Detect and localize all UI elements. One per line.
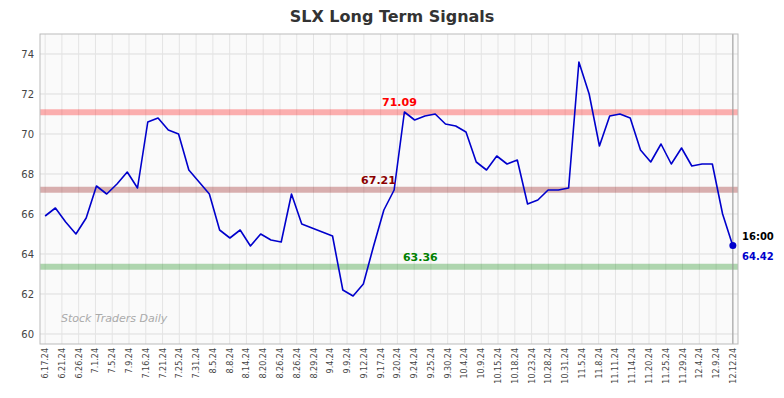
x-tick-label: 7.25.24 — [175, 348, 184, 379]
x-tick-label: 8.29.24 — [310, 348, 319, 379]
x-tick-label: 6.26.24 — [75, 348, 84, 379]
x-tick-label: 11.8.24 — [595, 348, 604, 379]
y-grid-line — [40, 134, 738, 135]
y-tick-label: 74 — [21, 49, 34, 60]
end-point — [729, 242, 736, 249]
x-tick-label: 9.25.24 — [427, 348, 436, 379]
end-time-label: 16:00 — [742, 231, 774, 242]
x-grid-line — [732, 34, 733, 344]
x-tick-label: 10.15.24 — [494, 348, 503, 384]
price-line — [45, 62, 733, 296]
x-tick-label: 9.4.24 — [326, 348, 335, 373]
x-tick-label: 12.9.24 — [712, 348, 721, 379]
x-tick-label: 8.26.24 — [276, 348, 285, 379]
reference-line — [40, 187, 738, 193]
title: SLX Long Term Signals — [290, 7, 495, 26]
reference-label: 67.21 — [361, 174, 396, 187]
y-grid-line — [40, 214, 738, 215]
x-tick-label: 9.17.24 — [377, 348, 386, 379]
reference-label: 63.36 — [403, 251, 438, 264]
x-tick-label: 11.5.24 — [578, 348, 587, 379]
grid — [40, 34, 738, 344]
x-tick-label: 11.29.24 — [679, 348, 688, 384]
y-grid-line — [40, 254, 738, 255]
x-tick-label: 9.24.24 — [410, 348, 419, 379]
x-tick-label: 12.12.24 — [729, 348, 738, 384]
plot-background — [40, 34, 738, 344]
x-tick-label: 8.5.24 — [209, 348, 218, 373]
x-tick-label: 7.21.24 — [159, 348, 168, 379]
end-value-label: 64.42 — [742, 251, 774, 262]
x-tick-label: 7.1.24 — [91, 348, 100, 373]
x-tick-label: 8.8.24 — [226, 348, 235, 373]
x-tick-label: 8.26.24 — [293, 348, 302, 379]
y-grid-line — [40, 54, 738, 55]
x-tick-label: 6.17.24 — [41, 348, 50, 379]
y-tick-label: 64 — [21, 249, 34, 260]
x-tick-label: 6.21.24 — [58, 348, 67, 379]
x-tick-label: 10.4.24 — [460, 348, 469, 379]
y-grid-line — [40, 94, 738, 95]
chart: SLX Long Term Signals 60 62 64 66 68 70 72 74 6.1… — [0, 0, 784, 398]
y-grid-line — [40, 334, 738, 335]
x-tick-label: 7.16.24 — [142, 348, 151, 379]
x-tick-label: 11.11.24 — [611, 348, 620, 384]
x-tick-label: 7.31.24 — [192, 348, 201, 379]
x-tick-label: 11.25.24 — [662, 348, 671, 384]
y-tick-label: 62 — [21, 289, 34, 300]
x-tick-label: 10.18.24 — [511, 348, 520, 384]
x-tick-label: 10.9.24 — [477, 348, 486, 379]
reference-label: 71.09 — [382, 96, 417, 109]
x-tick-label: 7.5.24 — [108, 348, 117, 373]
x-tick-label: 7.9.24 — [125, 348, 134, 373]
x-tick-label: 11.14.24 — [628, 348, 637, 384]
y-tick-label: 60 — [21, 329, 34, 340]
reference-line — [40, 109, 738, 115]
watermark: Stock Traders Daily — [61, 312, 168, 325]
end-vertical-line — [732, 34, 733, 344]
plot-frame — [40, 34, 738, 344]
x-tick-label: 9.20.24 — [393, 348, 402, 379]
x-tick-label: 9.30.24 — [444, 348, 453, 379]
x-tick-label: 8.20.24 — [259, 348, 268, 379]
x-tick-label: 12.4.24 — [695, 348, 704, 379]
y-tick-label: 68 — [21, 169, 34, 180]
x-tick-label: 8.14.24 — [242, 348, 251, 379]
x-tick-label: 9.12.24 — [360, 348, 369, 379]
x-tick-label: 9.9.24 — [343, 348, 352, 373]
plot-area — [40, 34, 738, 344]
reference-line — [40, 264, 738, 270]
y-tick-label: 70 — [21, 129, 34, 140]
y-tick-label: 72 — [21, 89, 34, 100]
x-tick-label: 11.20.24 — [645, 348, 654, 384]
y-tick-label: 66 — [21, 209, 34, 220]
x-tick-label: 10.23.24 — [528, 348, 537, 384]
x-tick-label: 10.31.24 — [561, 348, 570, 384]
y-grid-line — [40, 294, 738, 295]
x-tick-label: 10.28.24 — [544, 348, 553, 384]
